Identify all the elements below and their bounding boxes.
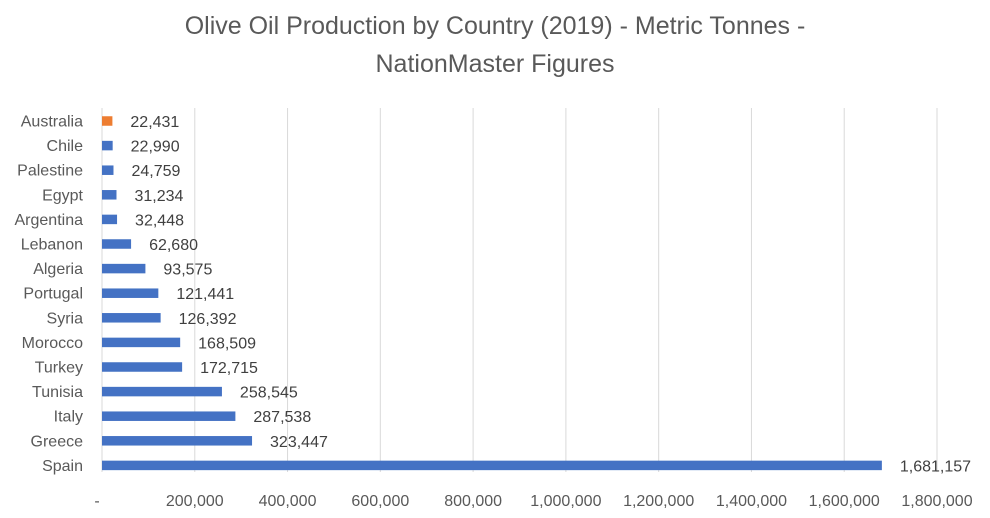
x-tick-label: 800,000 [444,493,502,510]
data-label: 121,441 [176,286,234,303]
category-label: Palestine [17,163,83,180]
x-tick-label: 200,000 [166,493,224,510]
data-label: 62,680 [149,237,198,254]
category-label: Morocco [22,335,83,352]
data-label: 172,715 [200,360,258,377]
data-label: 126,392 [179,311,237,328]
category-label: Spain [42,458,83,475]
bar [102,214,118,225]
data-label: 93,575 [163,262,212,279]
bar [102,411,236,421]
bar [102,140,113,151]
data-label: 24,759 [131,163,180,180]
bar [102,288,159,298]
category-label: Chile [47,138,84,155]
category-label: Turkey [35,360,83,377]
data-label: 168,509 [198,335,256,352]
x-tick-label: 1,600,000 [809,493,880,510]
bar [102,313,161,323]
data-label: 31,234 [134,188,183,205]
data-label: 287,538 [253,409,311,426]
bar [102,239,132,249]
x-tick-label: 1,000,000 [530,493,601,510]
bar [102,362,183,372]
chart-title-line-1: Olive Oil Production by Country (2019) -… [184,12,806,40]
data-label: 258,545 [240,385,298,402]
category-label: Egypt [42,187,83,204]
category-label: Argentina [15,212,84,229]
data-label: 1,681,157 [900,458,971,475]
category-label: Greece [31,433,84,450]
x-tick-label: 1,200,000 [623,493,694,510]
category-label: Algeria [33,261,83,278]
data-label: 22,431 [130,114,179,131]
category-label: Italy [54,409,83,426]
category-label: Lebanon [21,237,83,254]
x-tick-label: 1,400,000 [716,493,787,510]
bar [102,460,882,471]
bar [102,165,114,175]
data-label: 22,990 [131,139,180,156]
category-label: Australia [21,114,83,131]
bar [102,190,117,200]
bar [102,436,253,446]
category-label: Syria [47,310,84,327]
category-label: Portugal [23,286,83,303]
category-label: Tunisia [32,384,83,401]
bar [102,337,181,348]
x-tick-label: 600,000 [351,493,409,510]
x-tick-label: 1,800,000 [901,493,972,510]
bar [102,386,222,397]
chart-title-line-2: NationMaster Figures [375,50,615,78]
bar [102,263,146,274]
data-label: 323,447 [270,434,328,451]
bar [102,116,113,126]
x-tick-label: - [94,493,99,510]
data-label: 32,448 [135,212,184,229]
x-tick-label: 400,000 [259,493,317,510]
